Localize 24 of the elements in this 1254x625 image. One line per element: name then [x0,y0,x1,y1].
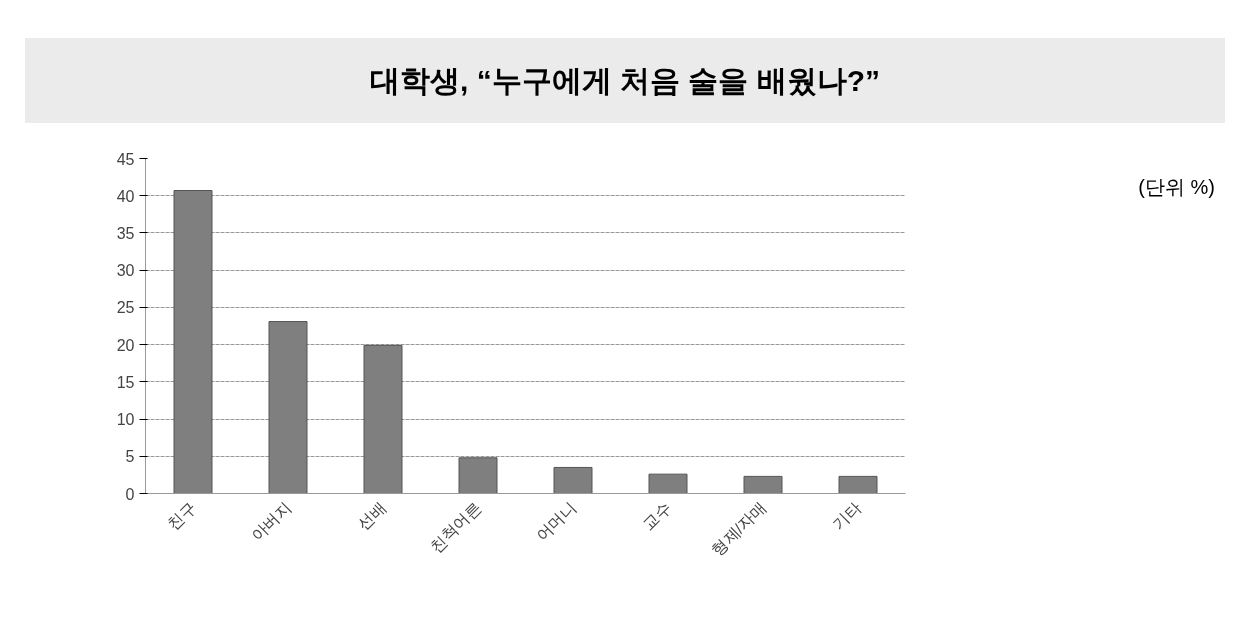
y-tick-label: 10 [116,411,135,429]
y-tick-label: 40 [116,187,135,205]
x-tick-label: 선배 [354,498,390,534]
y-tick-label: 0 [125,485,135,503]
bar [838,475,878,494]
text: (단위 %) [1138,175,1215,200]
y-tick-label: 25 [116,299,135,317]
bar [743,475,783,494]
y-tick-label: 15 [116,373,135,391]
y-tick-label: 30 [116,262,135,280]
x-tick-label: 교수 [639,498,675,534]
y-tick-label: 35 [116,224,135,242]
y-tick-label: 5 [125,448,135,466]
bar [363,344,403,494]
y-tick-label: 20 [116,336,135,354]
y-tick-label: 45 [116,150,135,168]
x-tick-label: 친구 [164,498,200,534]
bar [553,466,593,494]
bar [268,321,308,494]
x-tick-label: 기타 [829,498,865,534]
bar [173,190,213,494]
bar [458,457,498,494]
bar [648,473,688,494]
chart-title: 대학생, “누구에게 처음 술을 배웠나?” [370,63,880,99]
